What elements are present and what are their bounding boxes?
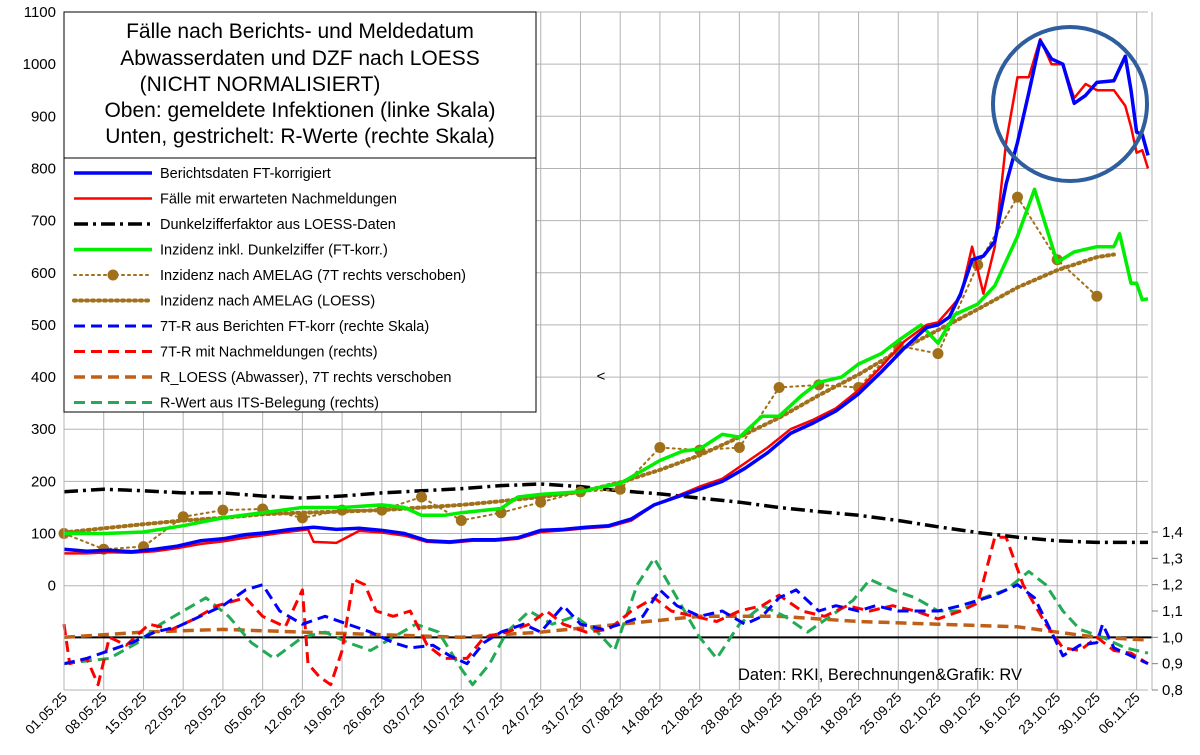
right-tick-label: 1,2: [1162, 577, 1183, 594]
series-layer: [58, 37, 1150, 687]
right-tick-label: 0,9: [1162, 656, 1183, 673]
right-tick-label: 1,4: [1162, 524, 1183, 541]
legend-label: Berichtsdaten FT-korrigiert: [160, 166, 331, 182]
amelag-marker: [296, 512, 308, 524]
stray-mark: <: [597, 368, 606, 385]
right-tick-label: 1,3: [1162, 550, 1183, 567]
left-tick-label: 1100: [24, 4, 56, 21]
amelag-marker: [773, 382, 785, 393]
legend-label: Inzidenz nach AMELAG (LOESS): [160, 294, 375, 310]
amelag-marker: [177, 511, 189, 523]
series-line: [62, 535, 1149, 687]
left-tick-label: 700: [31, 213, 56, 230]
left-tick-label: 800: [31, 160, 56, 177]
series-line: [64, 187, 1149, 536]
legend-label: R_LOESS (Abwasser), 7T rechts verschoben: [160, 370, 451, 386]
title-line-5: Unten, gestrichelt: R-Werte (rechte Skal…: [105, 125, 494, 148]
amelag-marker: [932, 348, 944, 360]
series-line: [63, 614, 1149, 642]
legend-label: 7T-R mit Nachmeldungen (rechts): [160, 345, 378, 361]
left-tick-label: 500: [31, 317, 56, 334]
legend-label: Inzidenz inkl. Dunkelziffer (FT-korr.): [160, 243, 388, 259]
amelag-marker: [217, 504, 229, 516]
left-tick-label: 100: [31, 526, 56, 543]
series-line: [63, 196, 1098, 551]
legend-label: Inzidenz nach AMELAG (7T rechts verschob…: [160, 268, 466, 284]
series-line: [64, 37, 1150, 555]
right-tick-label: 1,0: [1162, 629, 1183, 646]
left-tick-label: 900: [31, 108, 56, 125]
right-tick-label: 0,8: [1162, 682, 1183, 699]
title-box: Fälle nach Berichts- und Meldedatum Abwa…: [63, 11, 537, 159]
legend-label: Dunkelzifferfaktor aus LOESS-Daten: [160, 217, 396, 233]
amelag-marker: [733, 442, 745, 453]
amelag-marker: [416, 491, 427, 503]
right-tick-label: 1,1: [1162, 603, 1183, 620]
title-line-3: (NICHT NORMALISIERT): [140, 73, 381, 96]
left-tick-label: 300: [31, 421, 56, 438]
credit-text: Daten: RKI, Berechnungen&Grafik: RV: [738, 666, 1022, 684]
left-tick-label: 200: [31, 473, 56, 490]
left-tick-label: 0: [48, 578, 56, 595]
legend-label: 7T-R aus Berichten FT-korr (rechte Skala…: [160, 319, 429, 335]
legend-label: R-Wert aus ITS-Belegung (rechts): [160, 396, 379, 412]
left-tick-label: 400: [31, 369, 56, 386]
left-tick-label: 1000: [23, 56, 56, 73]
series-line: [63, 482, 1148, 545]
series-line: [63, 583, 1149, 666]
amelag-marker: [376, 504, 388, 516]
amelag-marker: [1012, 191, 1023, 203]
legend-label: Fälle mit erwarteten Nachmeldungen: [160, 192, 397, 208]
amelag-marker: [654, 442, 666, 453]
legend-marker: [107, 269, 119, 281]
title-line-1: Fälle nach Berichts- und Meldedatum: [126, 20, 474, 43]
amelag-marker: [535, 496, 547, 508]
left-tick-label: 600: [31, 265, 56, 282]
title-line-2: Abwasserdaten und DZF nach LOESS: [120, 47, 480, 70]
title-line-4: Oben: gemeldete Infektionen (linke Skala…: [104, 99, 495, 122]
series-line: [63, 38, 1150, 554]
amelag-marker: [455, 515, 467, 526]
legend: Berichtsdaten FT-korrigiert Fälle mit erw…: [63, 157, 537, 413]
amelag-marker: [614, 483, 626, 495]
highlight-circle-annotation: [991, 25, 1149, 183]
amelag-marker: [1091, 290, 1103, 302]
